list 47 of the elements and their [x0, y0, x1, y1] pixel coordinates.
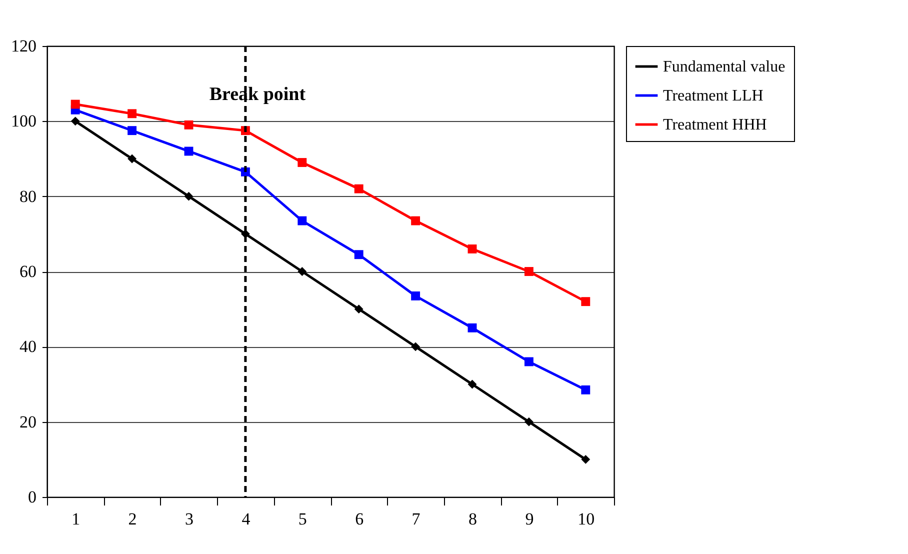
point	[468, 380, 477, 389]
legend-label: Treatment HHH	[663, 116, 768, 134]
point	[524, 357, 534, 366]
x-tick-label: 3	[185, 510, 194, 528]
point	[581, 297, 590, 306]
y-tick-label: 100	[11, 112, 36, 131]
x-tick-label: 5	[298, 510, 307, 528]
point	[128, 154, 137, 164]
point	[354, 184, 364, 194]
point	[184, 146, 194, 156]
point	[298, 158, 307, 167]
y-tick-label: 120	[11, 36, 36, 56]
point	[581, 454, 590, 464]
point	[524, 267, 534, 276]
point	[354, 250, 364, 260]
legend-label: Treatment LLH	[663, 88, 764, 104]
point	[128, 109, 137, 118]
y-tick-label: 60	[20, 262, 36, 281]
x-tick-label: 7	[412, 510, 421, 528]
x-tick-label: 8	[468, 510, 477, 528]
point	[298, 216, 307, 226]
x-tick-label: 6	[355, 510, 364, 528]
point	[298, 267, 307, 276]
y-tick-label: 20	[20, 412, 36, 432]
point	[128, 126, 137, 136]
point	[524, 417, 534, 426]
point	[411, 216, 420, 226]
point	[411, 342, 420, 352]
point	[468, 323, 477, 332]
x-tick-label: 1	[72, 510, 80, 528]
y-tick-label: 40	[20, 337, 36, 356]
point	[581, 385, 590, 394]
point	[184, 120, 194, 130]
y-tick-label: 80	[20, 186, 36, 206]
x-tick-label: 9	[525, 510, 534, 528]
point	[411, 291, 420, 300]
legend-label: Fundamental value	[663, 58, 786, 76]
point	[468, 244, 477, 254]
y-tick-label: 0	[28, 488, 36, 506]
x-tick-label: 2	[128, 510, 137, 528]
point	[354, 304, 364, 314]
point	[70, 100, 80, 109]
point	[70, 116, 80, 126]
point	[184, 192, 194, 201]
x-tick-label: 10	[578, 510, 595, 528]
x-tick-label: 4	[242, 510, 251, 528]
ref-line-label: Break point	[209, 84, 306, 105]
